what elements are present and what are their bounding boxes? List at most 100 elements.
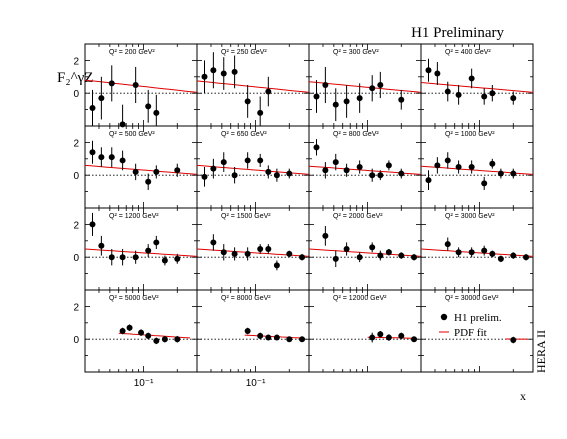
panel-q2-label: Q² = 1500 GeV² xyxy=(221,213,271,220)
data-point xyxy=(489,160,496,167)
data-point xyxy=(153,239,160,246)
panel: Q² = 1500 GeV² xyxy=(196,207,310,291)
data-point xyxy=(322,232,329,239)
data-point xyxy=(444,157,451,164)
data-point xyxy=(481,180,488,187)
chart-header: H1 Preliminary xyxy=(411,25,504,41)
data-point xyxy=(510,170,517,177)
panel: Q² = 3000 GeV² xyxy=(420,207,534,291)
data-point xyxy=(377,172,384,179)
data-point xyxy=(145,103,152,110)
data-point xyxy=(489,90,496,97)
data-point xyxy=(444,88,451,95)
y-tick-label: 0 xyxy=(73,335,79,346)
y-axis-label: F₂^γZ xyxy=(57,70,93,86)
panel: Q² = 200 GeV² xyxy=(84,43,198,128)
panel: Q² = 30000 GeV² xyxy=(420,289,534,373)
data-point xyxy=(132,168,139,175)
data-point xyxy=(210,239,217,246)
data-point xyxy=(98,154,105,161)
data-point xyxy=(257,332,264,339)
data-point xyxy=(523,254,530,261)
data-point xyxy=(332,101,339,108)
data-point xyxy=(356,254,363,261)
data-point xyxy=(343,167,350,174)
y-tick-label: 2 xyxy=(73,302,79,313)
data-point xyxy=(265,168,272,175)
panel: Q² = 1200 GeV² xyxy=(84,207,198,291)
data-point xyxy=(161,257,168,264)
data-point xyxy=(385,249,392,256)
data-point xyxy=(220,159,227,166)
panel-q2-label: Q² = 250 GeV² xyxy=(221,49,267,56)
data-point xyxy=(322,82,329,88)
data-point xyxy=(138,329,145,336)
data-point xyxy=(89,149,96,156)
data-point xyxy=(369,244,376,251)
data-point xyxy=(286,170,293,177)
panel-q2-label: Q² = 300 GeV² xyxy=(333,49,379,56)
data-point xyxy=(369,85,376,92)
data-point xyxy=(161,336,168,343)
data-point xyxy=(398,170,405,177)
data-point xyxy=(377,331,384,338)
data-point xyxy=(201,73,208,80)
data-point xyxy=(145,332,152,339)
data-point xyxy=(377,252,384,259)
data-point xyxy=(411,254,418,261)
data-point xyxy=(108,80,115,87)
data-point xyxy=(343,98,350,105)
data-point xyxy=(286,336,293,343)
panel: Q² = 250 GeV² xyxy=(196,43,310,127)
side-label: HERA II xyxy=(534,330,548,373)
data-point xyxy=(481,93,488,100)
panel-frame xyxy=(196,289,310,373)
data-point xyxy=(119,254,126,261)
data-point xyxy=(455,249,462,256)
y-tick-label: 2 xyxy=(73,220,79,231)
data-point xyxy=(273,172,280,179)
fit-curve xyxy=(84,79,198,93)
y-tick-label: 0 xyxy=(73,89,79,100)
data-point xyxy=(145,247,152,254)
panel-q2-label: Q² = 1200 GeV² xyxy=(109,213,159,220)
data-point xyxy=(468,164,475,170)
data-point xyxy=(489,250,496,257)
data-point xyxy=(434,162,441,169)
data-point xyxy=(299,336,306,343)
data-point xyxy=(231,68,238,75)
data-point xyxy=(89,104,96,111)
panel-frame xyxy=(308,207,422,291)
data-point xyxy=(244,250,251,257)
data-point xyxy=(98,95,105,102)
data-point xyxy=(265,88,272,95)
data-point xyxy=(126,324,133,331)
data-point xyxy=(468,75,475,82)
data-point xyxy=(220,70,227,77)
panel-q2-label: Q² = 200 GeV² xyxy=(109,49,155,56)
fit-curve xyxy=(420,82,534,93)
panel: Q² = 8000 GeV² xyxy=(196,289,310,373)
data-point xyxy=(497,255,504,262)
panel: Q² = 12000 GeV² xyxy=(308,289,422,373)
legend-point-marker xyxy=(440,313,448,321)
data-point xyxy=(343,246,350,252)
panel: Q² = 400 GeV² xyxy=(420,43,534,127)
data-point xyxy=(398,96,405,103)
data-point xyxy=(273,334,280,341)
data-point xyxy=(174,255,181,262)
data-point xyxy=(385,334,392,341)
data-point xyxy=(510,252,517,259)
data-point xyxy=(497,170,504,177)
data-point xyxy=(369,334,376,341)
data-point xyxy=(201,173,208,180)
data-point xyxy=(257,109,264,116)
data-point xyxy=(286,250,293,257)
data-point xyxy=(153,109,160,116)
legend-fit-label: PDF fit xyxy=(454,327,487,339)
data-point xyxy=(174,336,181,343)
panel-q2-label: Q² = 800 GeV² xyxy=(333,131,379,138)
data-point xyxy=(244,98,251,105)
panel-q2-label: Q² = 500 GeV² xyxy=(109,131,155,138)
